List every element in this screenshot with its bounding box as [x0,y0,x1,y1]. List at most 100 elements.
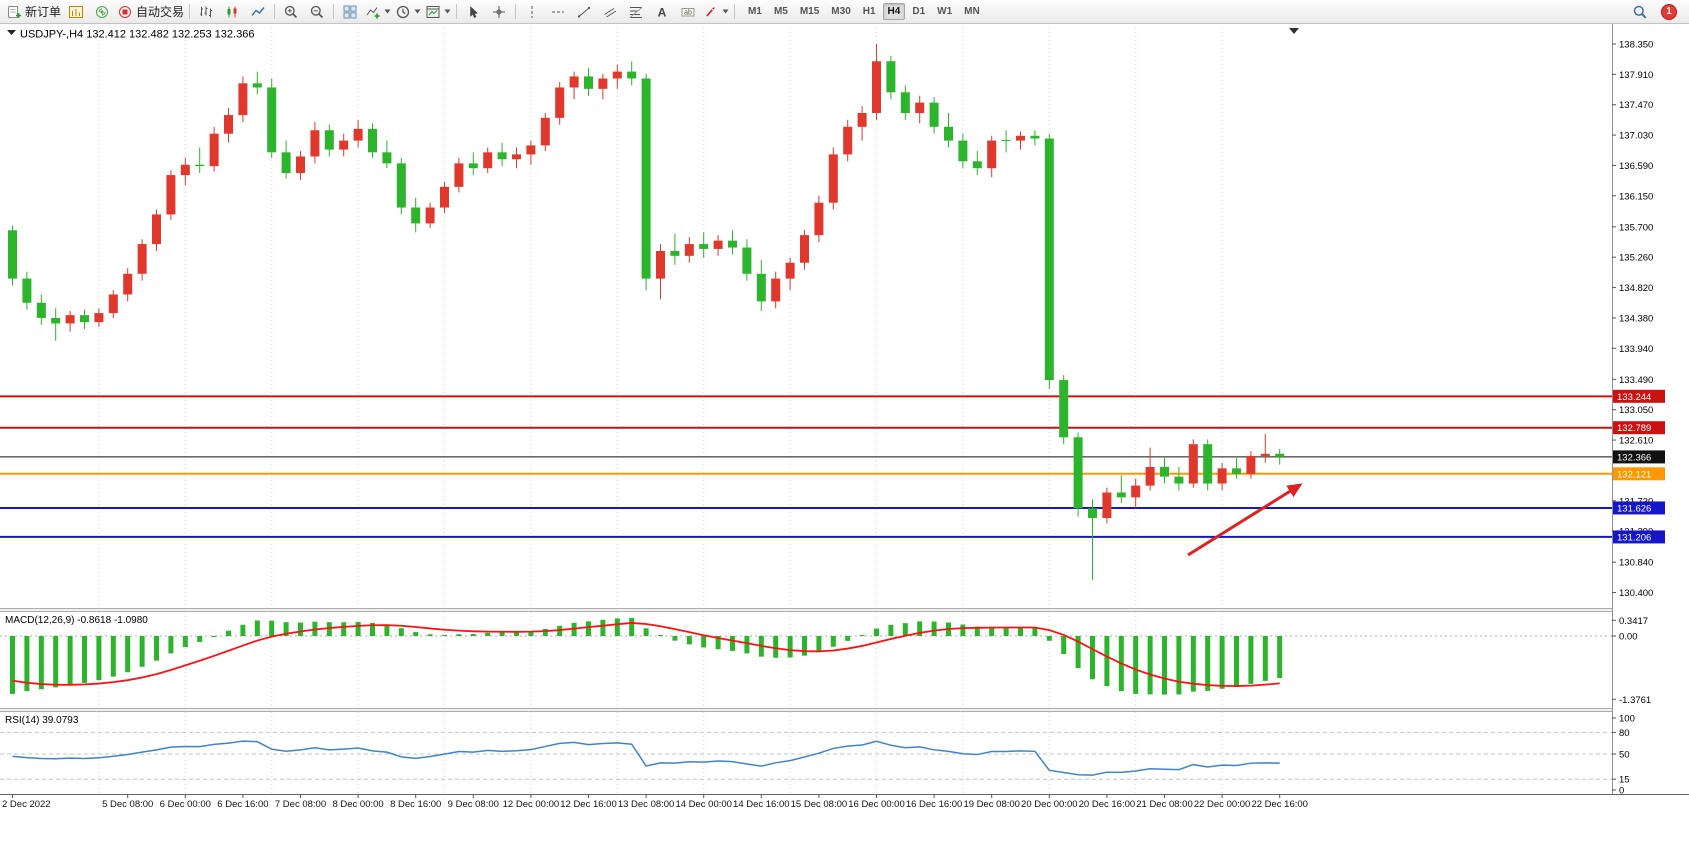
news-icon [96,5,109,18]
tf-button-W1[interactable]: W1 [937,6,953,17]
price-tick-label: 137.470 [1619,100,1653,111]
time-label: 7 Dec 08:00 [275,799,326,810]
indicators-button[interactable] [363,2,393,22]
time-label: 14 Dec 16:00 [733,799,790,810]
vertical-line-tool-button[interactable] [519,2,545,22]
candle [123,268,133,302]
candle [915,95,925,124]
candle [267,78,277,158]
price-tag-131.206: 131.206 [1613,530,1665,544]
channel-tool-button[interactable] [597,2,623,22]
time-axis-area[interactable] [0,794,1689,814]
trendline-tool-button[interactable] [571,2,597,22]
price-tick-label: 135.700 [1619,222,1653,233]
tile-windows-icon [343,5,357,18]
time-label: 13 Dec 08:00 [618,799,675,810]
zoom-out-icon [310,5,324,18]
candle [296,150,305,180]
periods-button[interactable] [393,2,423,22]
chart-corner-arrow[interactable] [1289,28,1299,34]
tf-button-H1[interactable]: H1 [862,6,876,17]
text-tool-button[interactable]: A [649,2,675,22]
candle [8,225,17,286]
time-label: 9 Dec 08:00 [448,799,499,810]
tf-button-M5[interactable]: M5 [773,6,788,17]
search-button[interactable] [1627,2,1653,22]
line-chart-button[interactable] [245,2,271,22]
candle [886,55,896,100]
arrows-tool-button[interactable] [701,2,731,22]
price-tick-label: 133.940 [1619,344,1653,355]
candle [857,106,867,141]
template-icon [426,5,440,18]
dropdown-caret [444,9,451,14]
candle [1001,130,1011,153]
arrow-shapes-icon [706,6,715,17]
candle [195,147,205,174]
chart-window-button[interactable] [63,2,89,22]
price-scale-area[interactable] [1612,24,1689,794]
time-label: 6 Dec 00:00 [160,799,211,810]
notification-badge[interactable]: 1 [1661,3,1677,20]
pane-splitter[interactable] [0,608,1689,612]
templates-button[interactable] [423,2,453,22]
tf-button-D1[interactable]: D1 [912,6,926,17]
news-button[interactable] [89,2,115,22]
tf-button-M1[interactable]: M1 [748,6,762,17]
candle [612,64,622,89]
time-label: 19 Dec 08:00 [963,799,1020,810]
fibonacci-tool-button[interactable] [623,2,649,22]
zoom-out-button[interactable] [304,2,330,22]
rsi-line [12,740,1280,776]
channel-icon [604,7,617,17]
pane-splitter[interactable] [0,708,1689,712]
time-label: 22 Dec 00:00 [1194,799,1251,810]
macd-signal-line [12,622,1280,687]
candlestick-icon [227,6,237,17]
cursor-button[interactable] [460,2,486,22]
candle [598,73,608,100]
candlestick-chart-button[interactable] [219,2,245,22]
candle [1088,499,1097,581]
time-label: 20 Dec 00:00 [1021,799,1078,810]
candle [209,126,219,172]
candle [814,195,824,243]
cursor-icon [470,5,479,18]
crosshair-button[interactable] [486,2,512,22]
candle [238,76,248,122]
tf-button-MN[interactable]: MN [964,6,980,17]
candle [108,290,118,318]
candle [1044,133,1054,389]
new-order-button[interactable]: 新订单 [4,2,63,22]
symbol-dropdown-icon[interactable] [7,30,16,35]
candle [670,233,680,265]
svg-text:A: A [658,5,667,19]
toolbar-right-cluster: 1 [1627,2,1685,22]
candle [166,170,176,220]
candle [756,259,766,312]
chart-canvas[interactable]: USDJPY-,H4 132.412 132.482 132.253 132.3… [0,24,1689,861]
arrow-annotation[interactable] [1187,483,1303,557]
rsi-scale-label: 100 [1619,714,1635,725]
tf-button-H4[interactable]: H4 [882,3,906,20]
tf-button-M15[interactable]: M15 [799,6,820,17]
candle [771,271,781,309]
bar-chart-button[interactable] [193,2,219,22]
candle [324,124,334,157]
candle [972,150,982,176]
candle [353,119,363,148]
price-tick-label: 134.380 [1619,313,1653,324]
price-tick-label: 138.350 [1619,40,1653,51]
line-chart-icon [251,6,265,16]
horizontal-line-tool-button[interactable] [545,2,571,22]
price-tick-label: 130.400 [1619,588,1653,599]
new-order-label: 新订单 [25,5,62,19]
candle [987,135,997,178]
tf-button-M30[interactable]: M30 [831,6,851,17]
candle [872,44,881,120]
zoom-in-button[interactable] [278,2,304,22]
autotrading-button[interactable]: 自动交易 [115,2,186,22]
tile-windows-button[interactable] [337,2,363,22]
candle [1188,439,1198,488]
text-label-tool-button[interactable]: ab [675,2,701,22]
